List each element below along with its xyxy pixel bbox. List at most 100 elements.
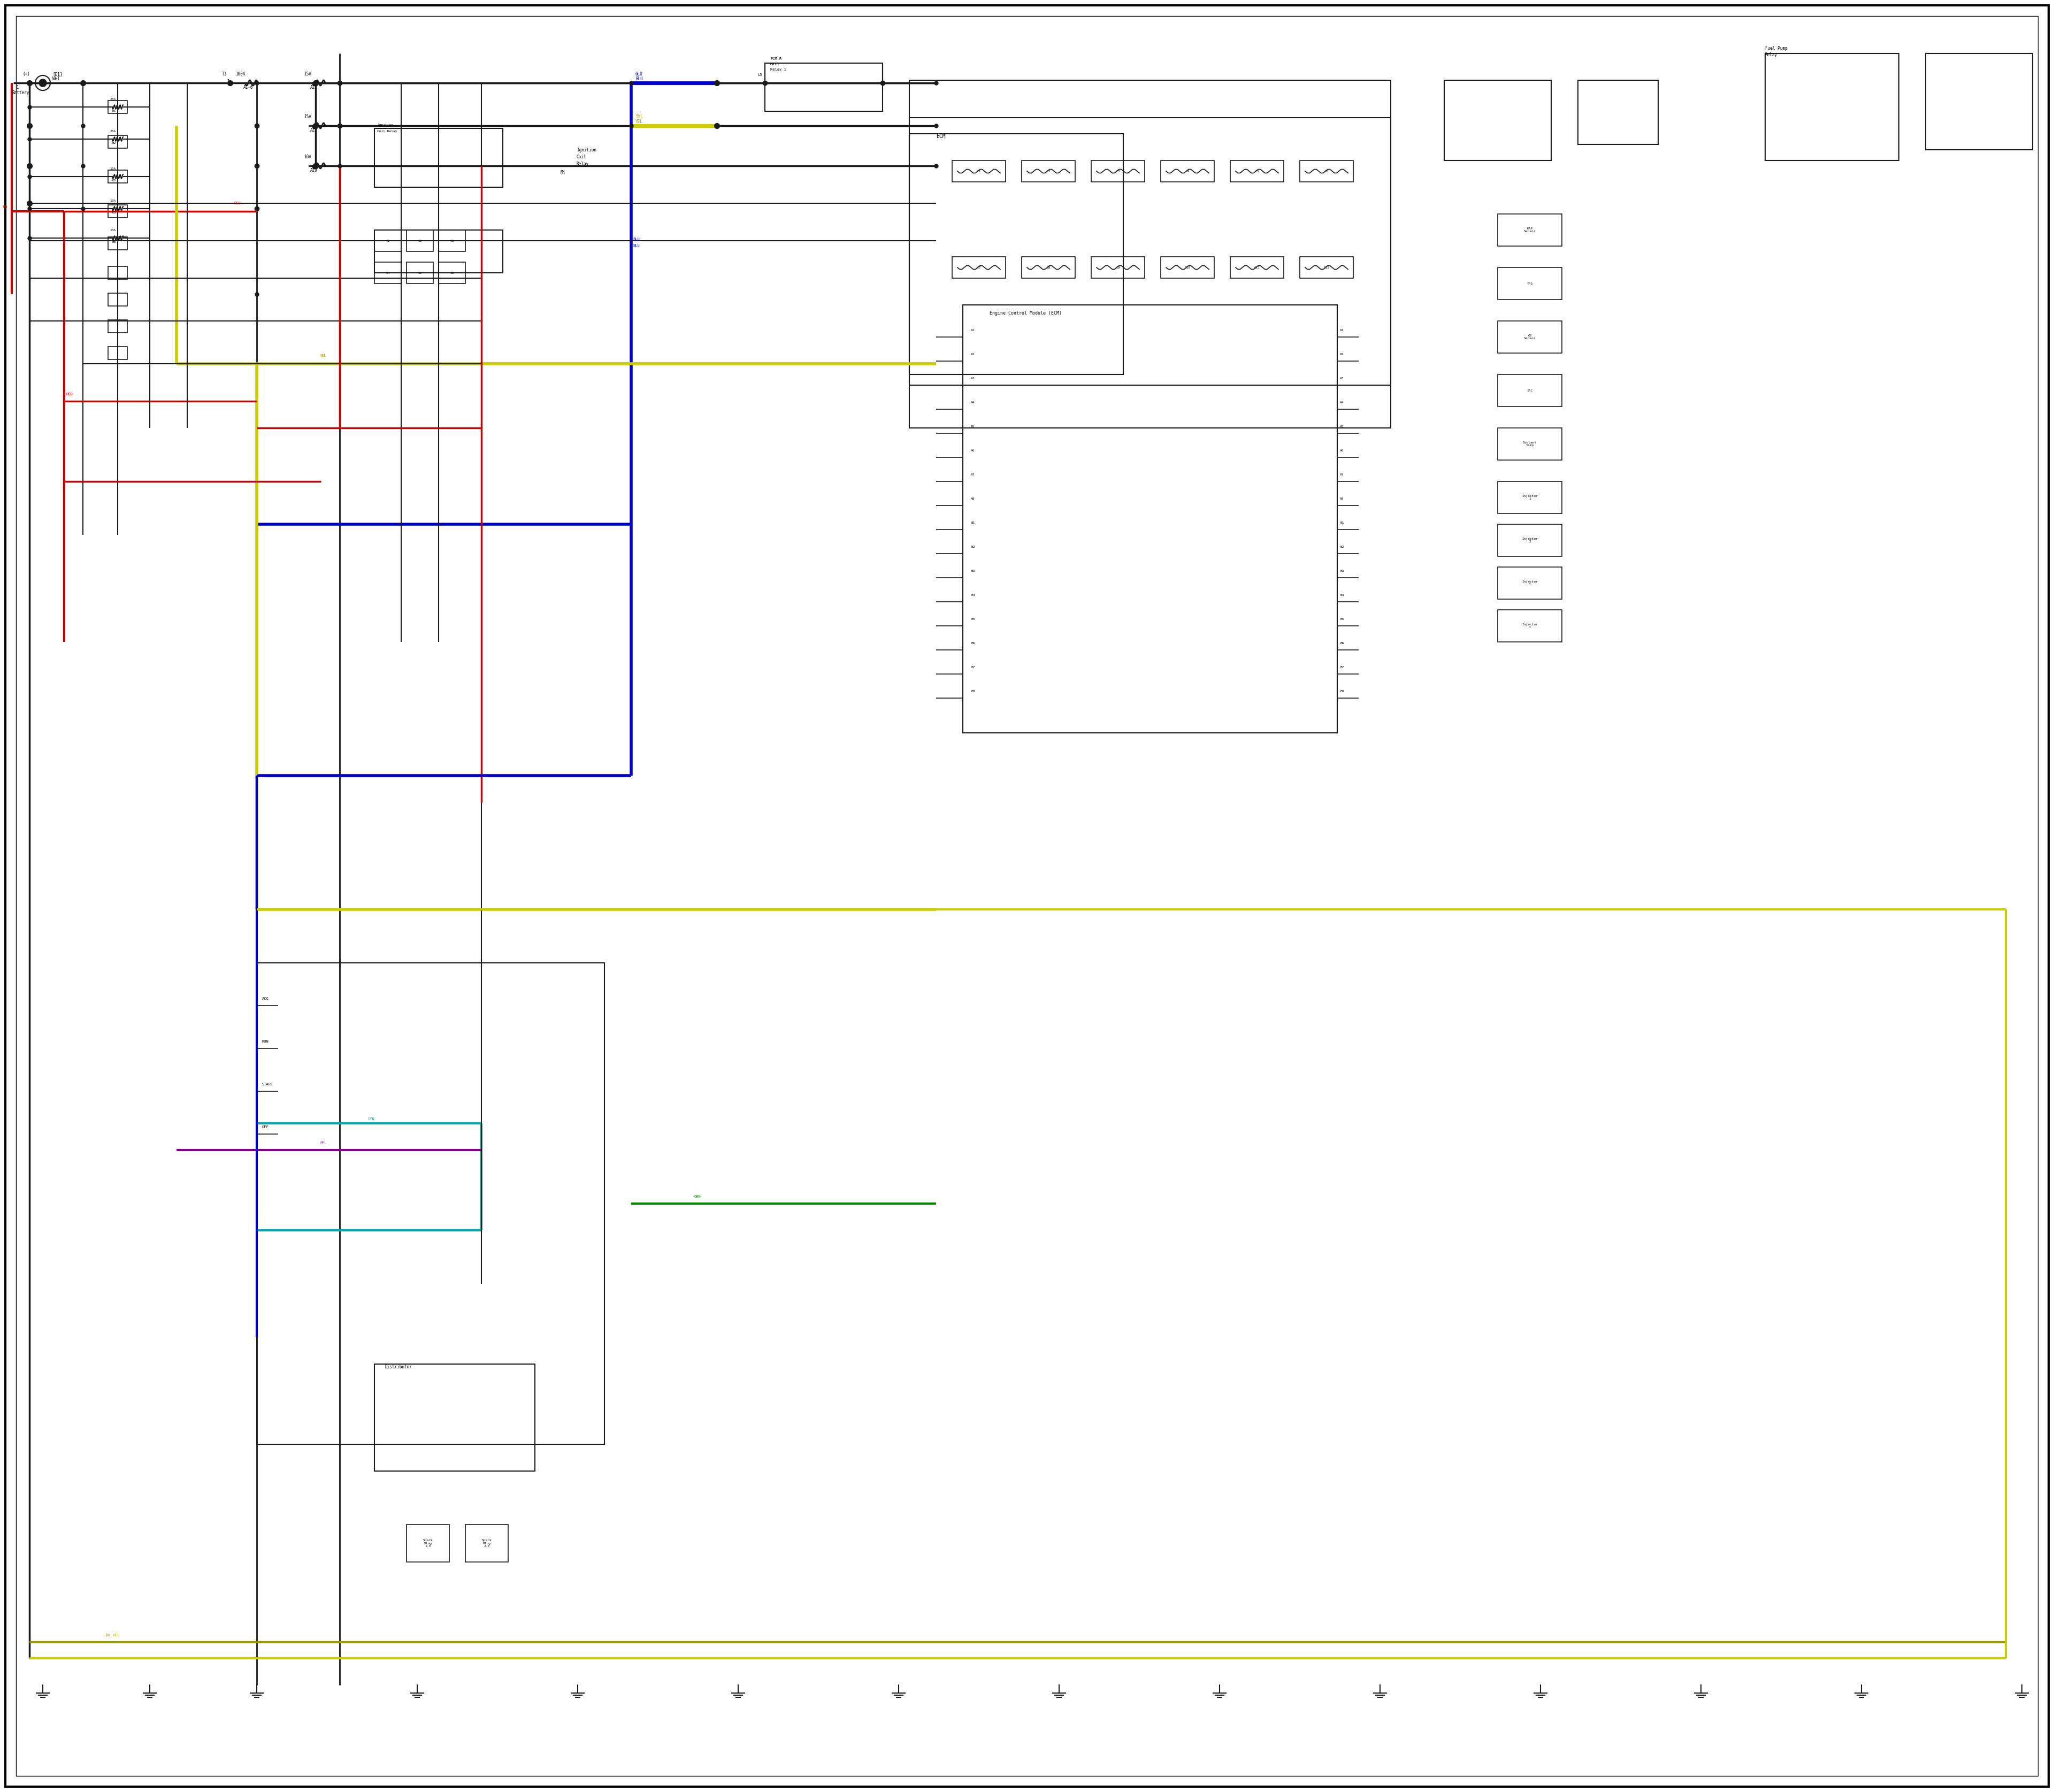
Bar [1497, 482, 1561, 514]
Text: RED: RED [66, 392, 72, 396]
Text: 10A: 10A [304, 154, 312, 159]
Bar [466, 1525, 507, 1563]
Text: B6: B6 [972, 642, 976, 645]
Text: 100A: 100A [236, 72, 244, 77]
Text: B2: B2 [972, 545, 976, 548]
Text: Injector
3: Injector 3 [1522, 581, 1538, 586]
Text: A2: A2 [972, 353, 976, 357]
Bar [764, 63, 883, 111]
Bar [1497, 609, 1561, 642]
Text: C6: C6 [450, 271, 454, 274]
Text: C3: C3 [450, 240, 454, 242]
Text: YEL: YEL [635, 120, 643, 124]
Bar [440, 229, 466, 251]
Bar [109, 267, 127, 280]
Circle shape [39, 79, 47, 86]
Text: Main: Main [770, 63, 778, 66]
Text: B6: B6 [1339, 642, 1343, 645]
Bar [407, 262, 433, 283]
Text: A5: A5 [1339, 425, 1343, 428]
Bar [1497, 428, 1561, 461]
Text: C7: C7 [978, 267, 982, 269]
Text: RUN: RUN [263, 1039, 269, 1043]
Text: TPS: TPS [1526, 281, 1532, 285]
Text: C4: C4 [1185, 170, 1189, 172]
Text: B1: B1 [972, 521, 976, 525]
Bar [1021, 256, 1074, 278]
Text: 6LU: 6LU [635, 72, 643, 77]
Text: B2: B2 [113, 142, 117, 145]
Bar [1300, 256, 1354, 278]
Text: A1: A1 [1339, 330, 1343, 332]
Bar [109, 321, 127, 333]
Text: OFF: OFF [263, 1125, 269, 1129]
Text: A4: A4 [972, 401, 976, 403]
Bar [1161, 256, 1214, 278]
Bar [109, 237, 127, 249]
Text: (+): (+) [23, 72, 31, 77]
Text: 15A: 15A [304, 72, 312, 77]
Bar [109, 346, 127, 360]
Bar [374, 229, 503, 272]
Text: START: START [263, 1082, 273, 1086]
Bar [1497, 213, 1561, 246]
Text: A6: A6 [972, 450, 976, 452]
Text: RD: RD [2, 206, 8, 208]
Text: YEL: YEL [320, 355, 327, 357]
Bar [109, 100, 127, 113]
Text: A4: A4 [1339, 401, 1343, 403]
Bar [407, 229, 433, 251]
Bar [1497, 267, 1561, 299]
Text: M4: M4 [561, 170, 565, 176]
Text: C6: C6 [1325, 170, 1329, 172]
Text: B5: B5 [113, 211, 117, 213]
Text: 20A: 20A [109, 99, 115, 100]
Text: O2
Sensor: O2 Sensor [1524, 333, 1536, 340]
Text: B6: B6 [113, 240, 117, 244]
Bar [953, 256, 1006, 278]
Text: ECM: ECM [937, 134, 945, 140]
Bar [1091, 161, 1144, 181]
Text: Coolant
Temp: Coolant Temp [1522, 441, 1536, 446]
Bar [440, 262, 466, 283]
Bar [1497, 525, 1561, 556]
Bar [1230, 256, 1284, 278]
Bar [407, 1525, 450, 1563]
Bar [1764, 54, 1898, 161]
Text: A1-6: A1-6 [242, 84, 253, 90]
Bar [910, 81, 1391, 428]
Text: C1: C1 [978, 170, 982, 172]
Text: CYN: CYN [368, 1118, 374, 1120]
Text: Relay 1: Relay 1 [770, 68, 787, 72]
Text: Fuel Pump: Fuel Pump [1764, 47, 1787, 50]
Bar [1497, 566, 1561, 599]
Text: PCM-R: PCM-R [770, 57, 783, 61]
Text: ACC: ACC [263, 996, 269, 1000]
Bar [910, 134, 1124, 375]
Text: 15A: 15A [304, 115, 312, 120]
Text: C9: C9 [1115, 267, 1119, 269]
Text: B4: B4 [1339, 593, 1343, 597]
Text: C11: C11 [1255, 267, 1259, 269]
Text: B2: B2 [1339, 545, 1343, 548]
Text: Spark
Plug
2-4: Spark Plug 2-4 [483, 1539, 491, 1548]
Text: Battery: Battery [12, 90, 29, 95]
Text: B5: B5 [1339, 618, 1343, 620]
Text: WHT: WHT [53, 77, 60, 81]
Text: B8: B8 [1339, 690, 1343, 694]
Bar [1927, 54, 2033, 151]
Text: A3: A3 [1339, 376, 1343, 380]
Text: Engine Control Module (ECM): Engine Control Module (ECM) [990, 310, 1062, 315]
Text: 10A: 10A [109, 199, 115, 202]
Text: Ignition: Ignition [577, 147, 596, 152]
Text: L5: L5 [758, 73, 762, 77]
Text: A29: A29 [310, 168, 318, 172]
Text: B7: B7 [1339, 667, 1343, 668]
Bar [257, 962, 604, 1444]
Bar [374, 229, 401, 251]
Bar [374, 129, 503, 186]
Text: C3: C3 [1115, 170, 1119, 172]
Bar [374, 262, 401, 283]
Text: Injector
2: Injector 2 [1522, 538, 1538, 543]
Bar [109, 294, 127, 306]
